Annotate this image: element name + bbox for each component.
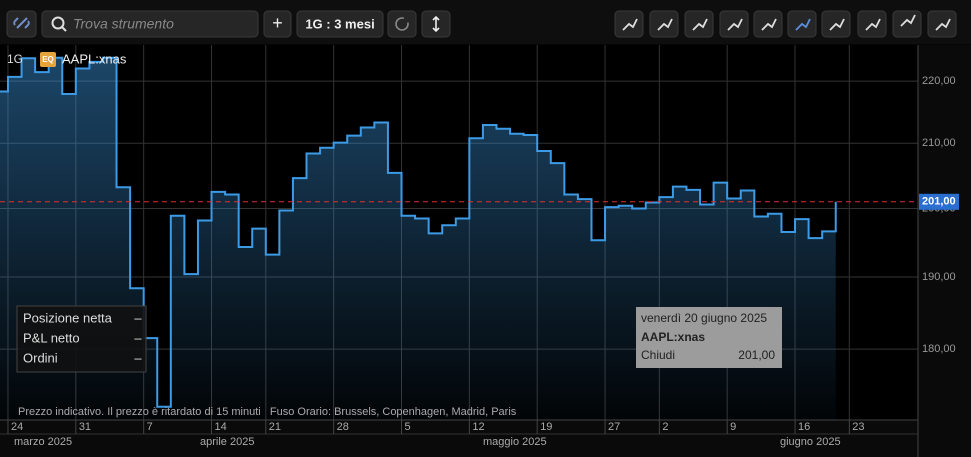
tool-button[interactable]: [684, 10, 714, 38]
tool-icon: [795, 18, 811, 31]
tool-icon: [900, 14, 916, 27]
y-tick-label: 190,00: [922, 271, 956, 283]
x-tick-label: 7: [147, 421, 153, 433]
badge: EQ: [42, 55, 54, 64]
tool-icon: [622, 18, 638, 31]
tooltip-date: venerdì 20 giugno 2025: [641, 311, 767, 325]
tool-button[interactable]: [857, 10, 887, 38]
interval: 1G: [7, 52, 23, 66]
symbol: AAPL:xnas: [62, 51, 127, 66]
tool-button[interactable]: [614, 10, 644, 38]
month-label: marzo 2025: [14, 436, 72, 448]
x-tick-label: 5: [405, 421, 411, 433]
month-label: giugno 2025: [780, 436, 841, 448]
panel-value: –: [134, 310, 142, 325]
tooltip: venerdì 20 giugno 2025 AAPL:xnas Chiudi …: [636, 307, 782, 368]
tooltip-value: 201,00: [738, 348, 775, 362]
panel-label: Posizione netta: [23, 310, 113, 325]
y-tick-label: 210,00: [922, 137, 956, 149]
x-tick-label: 2: [662, 421, 668, 433]
x-tick-label: 12: [472, 421, 484, 433]
tool-icon: [865, 18, 881, 31]
tool-icon: [829, 18, 845, 31]
x-tick-label: 28: [337, 421, 349, 433]
y-tick-label: 180,00: [922, 343, 956, 355]
x-axis-bg: [0, 420, 918, 457]
search-box[interactable]: Trova strumento: [41, 10, 259, 38]
search-placeholder: Trova strumento: [73, 16, 174, 32]
x-tick-label: 16: [798, 421, 810, 433]
panel-value: –: [134, 350, 142, 365]
tool-button[interactable]: [649, 10, 679, 38]
axis-bg: [918, 45, 971, 457]
badge-bg: [40, 52, 56, 67]
tool-button[interactable]: [927, 10, 957, 38]
last-price-box: [919, 193, 959, 210]
last-price-label: 201,00: [922, 196, 956, 208]
y-tick-label: 220,00: [922, 75, 956, 87]
panel-label: P&L netto: [23, 330, 80, 345]
x-tick-label: 9: [730, 421, 736, 433]
timeframe-label: 1G : 3 mesi: [305, 16, 374, 31]
tool-button[interactable]: [892, 10, 922, 38]
tool-button[interactable]: [753, 10, 783, 38]
x-tick-label: 31: [79, 421, 91, 433]
footer-note: Prezzo indicativo. Il prezzo è ritardato…: [18, 406, 517, 418]
more-button[interactable]: [421, 10, 451, 38]
tool-button[interactable]: [719, 10, 749, 38]
tool-icon: [761, 18, 777, 31]
x-tick-label: 19: [540, 421, 552, 433]
tool-icon: [692, 18, 708, 31]
refresh-button[interactable]: [387, 10, 417, 38]
x-tick-label: 14: [215, 421, 227, 433]
tool-icon: [935, 18, 951, 31]
month-label: aprile 2025: [200, 436, 254, 448]
tooltip-field: Chiudi: [641, 348, 675, 362]
panel-value: –: [134, 330, 142, 345]
position-panel: Posizione netta – P&L netto – Ordini –: [16, 305, 147, 373]
tool-icon: [657, 18, 673, 31]
tool-button[interactable]: [787, 10, 817, 38]
timeframe-button[interactable]: 1G : 3 mesi: [296, 10, 384, 38]
tool-button-bg: [892, 10, 922, 38]
x-tick-label: 27: [608, 421, 620, 433]
tool-button[interactable]: [821, 10, 851, 38]
link-button[interactable]: [6, 10, 37, 38]
panel-label: Ordini: [23, 350, 58, 365]
month-label: maggio 2025: [483, 436, 547, 448]
add-label: +: [272, 13, 283, 33]
x-tick-label: 23: [852, 421, 864, 433]
x-tick-label: 21: [269, 421, 281, 433]
x-tick-label: 24: [11, 421, 23, 433]
tool-icon: [727, 18, 743, 31]
add-button[interactable]: +: [263, 10, 292, 38]
price-area: [0, 57, 836, 420]
price-line: [0, 56, 837, 408]
tooltip-symbol: AAPL:xnas: [641, 330, 705, 344]
